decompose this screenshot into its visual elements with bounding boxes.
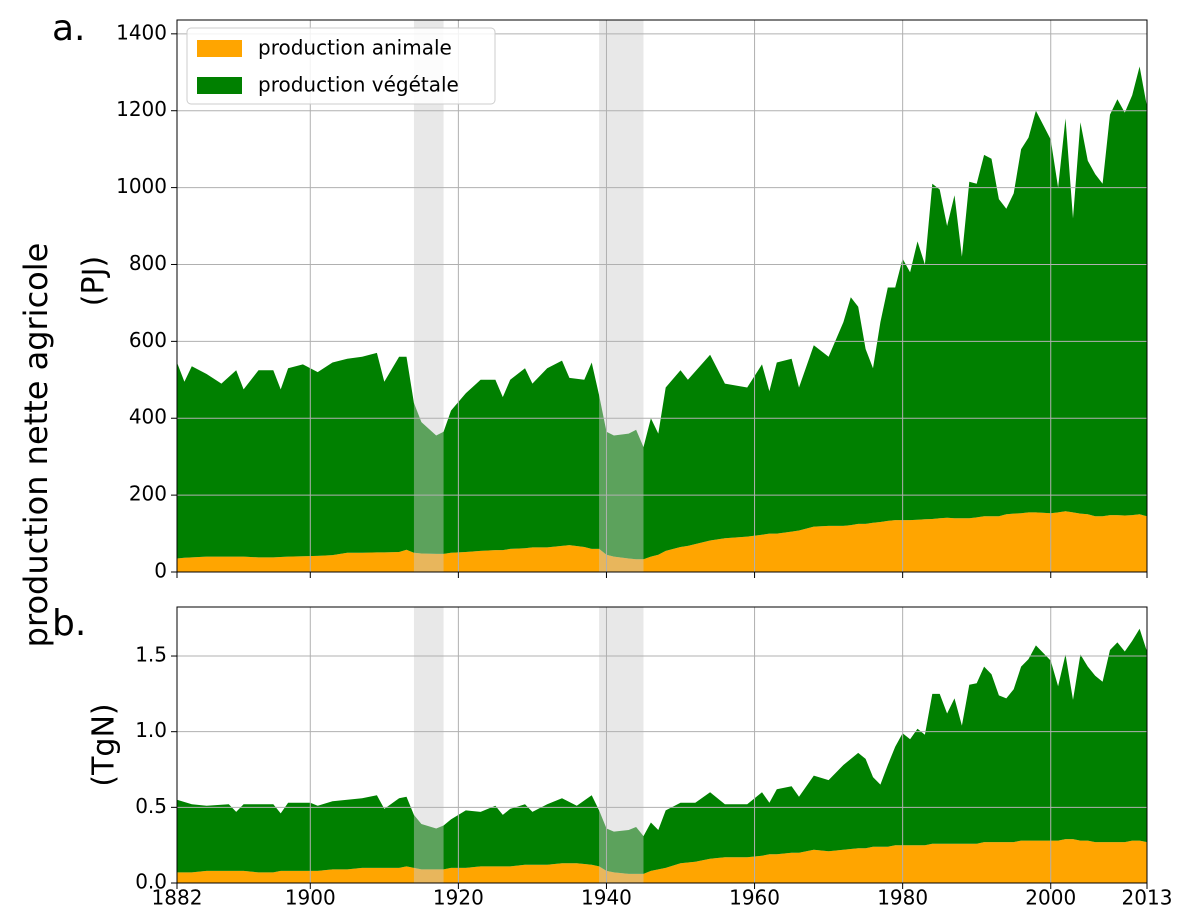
shaded-period xyxy=(599,607,644,883)
y-tick-label: 800 xyxy=(129,251,167,275)
x-tick-label: 1940 xyxy=(581,886,632,910)
plot-frame xyxy=(176,19,1148,573)
y-tick-label: 1.0 xyxy=(135,718,167,742)
y-tick-label: 1200 xyxy=(116,97,167,121)
y-tick-label: 1000 xyxy=(116,174,167,198)
legend-swatch xyxy=(197,77,242,94)
area xyxy=(177,839,1147,883)
y-tick-label: 0.5 xyxy=(135,794,167,818)
legend: production animale production végétale xyxy=(186,27,496,105)
legend-label: production végétale xyxy=(258,73,459,97)
y-tick-label: 1.5 xyxy=(135,643,167,667)
plot-frame xyxy=(176,606,1148,884)
x-tick-label: 1960 xyxy=(729,886,780,910)
x-tick-label: 1920 xyxy=(433,886,484,910)
y-tick-label: 1400 xyxy=(116,20,167,44)
y-tick-label: 0 xyxy=(154,559,167,583)
x-tick-label: 2013 xyxy=(1122,886,1173,910)
area xyxy=(177,628,1147,874)
area xyxy=(177,66,1147,560)
y-tick-label: 600 xyxy=(129,328,167,352)
y-tick-label: 0.0 xyxy=(135,870,167,894)
figure-y-label: production nette agricole xyxy=(17,243,55,648)
shaded-period xyxy=(413,607,444,883)
legend-swatch xyxy=(197,40,242,57)
legend-label: production animale xyxy=(258,36,452,60)
panel-label: a. xyxy=(52,8,86,49)
legend-box xyxy=(186,27,496,105)
shaded-period xyxy=(413,20,444,572)
shaded-period xyxy=(599,20,644,572)
y-axis-label: (TgN) xyxy=(87,703,122,786)
x-tick-label: 1980 xyxy=(877,886,928,910)
x-tick-label: 2000 xyxy=(1025,886,1076,910)
x-tick-label: 1882 xyxy=(152,886,203,910)
y-axis-label: (PJ) xyxy=(77,256,112,306)
x-tick-label: 1900 xyxy=(285,886,336,910)
y-tick-label: 200 xyxy=(129,482,167,506)
area xyxy=(177,511,1147,572)
panel-label: b. xyxy=(52,603,86,644)
y-tick-label: 400 xyxy=(129,405,167,429)
